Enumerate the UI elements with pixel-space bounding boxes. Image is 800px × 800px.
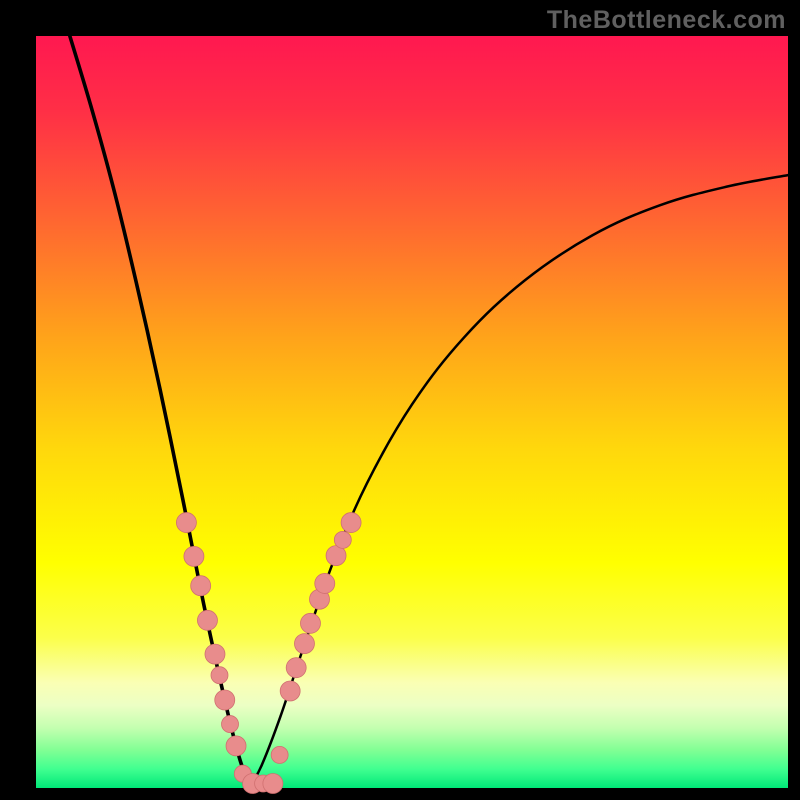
marker-point	[226, 736, 246, 756]
marker-point	[286, 658, 306, 678]
chart-svg	[0, 0, 800, 800]
marker-point	[205, 644, 225, 664]
curve-right	[250, 175, 788, 786]
marker-point	[271, 746, 288, 763]
marker-point	[222, 716, 239, 733]
marker-point	[341, 513, 361, 533]
marker-point	[176, 513, 196, 533]
marker-point	[263, 773, 283, 793]
marker-point	[215, 690, 235, 710]
marker-point	[197, 610, 217, 630]
marker-point	[300, 613, 320, 633]
marker-point	[294, 634, 314, 654]
curve-layer	[70, 36, 788, 786]
marker-point	[191, 576, 211, 596]
marker-point	[184, 546, 204, 566]
watermark-label: TheBottleneck.com	[547, 6, 786, 35]
marker-point	[211, 667, 228, 684]
marker-point	[334, 531, 351, 548]
marker-point	[315, 573, 335, 593]
marker-point	[280, 681, 300, 701]
